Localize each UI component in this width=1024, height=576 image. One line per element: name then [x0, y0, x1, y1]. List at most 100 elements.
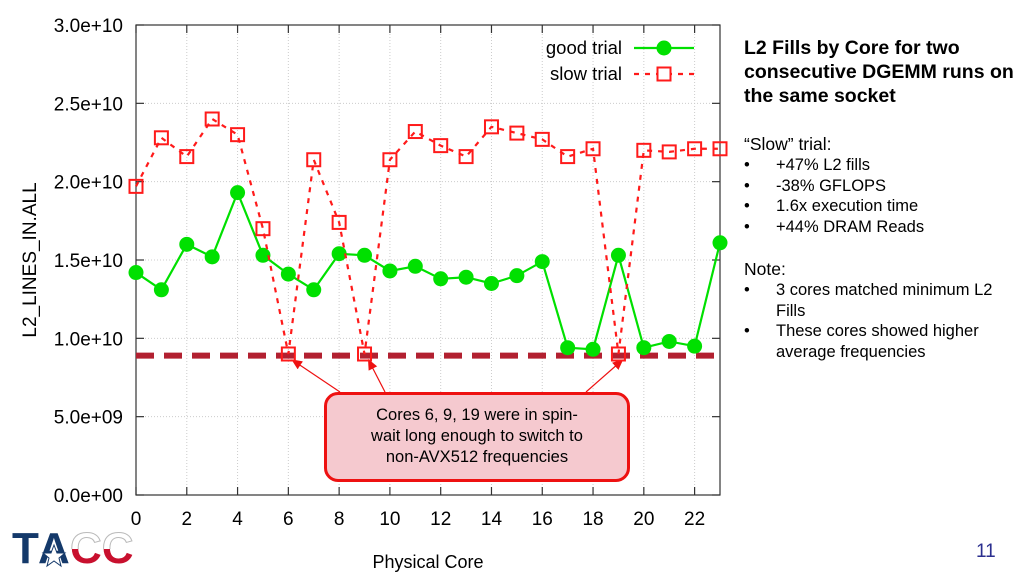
svg-text:CC: CC	[70, 525, 134, 569]
svg-text:CC: CC	[70, 525, 134, 569]
y-tick-label: 2.5e+10	[54, 94, 123, 115]
data-point-slow-trial	[179, 149, 195, 165]
note-heading: Note:	[744, 259, 786, 279]
data-point-slow-trial	[661, 144, 677, 160]
data-point-slow-trial	[153, 130, 169, 146]
annotation-line-2: wait long enough to switch to	[371, 427, 583, 445]
legend-label: slow trial	[550, 63, 622, 84]
legend-marker	[656, 40, 672, 56]
legend-marker	[656, 66, 672, 82]
data-point-slow-trial	[483, 119, 499, 135]
list-item: • -38% GFLOPS	[744, 176, 887, 195]
data-point-good-trial	[509, 268, 525, 284]
chart: 0 2 4 6 8 10 12 14 16 18 20 22 0.0e+00 5.0e+09 1.0e+10…	[20, 16, 728, 572]
data-point-good-trial	[179, 236, 195, 252]
x-tick-label: 22	[684, 509, 705, 530]
data-point-good-trial	[331, 246, 347, 262]
x-tick-label: 18	[582, 509, 603, 530]
side-panel: L2 Fills by Core for two consecutive DGE…	[744, 36, 1014, 362]
data-point-good-trial	[712, 235, 728, 251]
data-point-good-trial	[433, 271, 449, 287]
legend-label: good trial	[546, 37, 622, 58]
y-tick-label: 2.0e+10	[54, 173, 123, 194]
logo-a-star: A	[38, 525, 70, 569]
data-point-slow-trial	[534, 131, 550, 147]
data-point-good-trial	[560, 340, 576, 356]
data-point-slow-trial	[433, 138, 449, 154]
bullet-icon: •	[744, 281, 750, 299]
axes: 0 2 4 6 8 10 12 14 16 18 20 22 0.0e+00 5.0e+09 1.0e+10…	[54, 16, 721, 530]
list-item: • +47% L2 fills	[744, 156, 871, 174]
annotation-line-3: non-AVX512 frequencies	[385, 448, 569, 466]
data-point-good-trial	[280, 266, 296, 282]
series-line-good-trial	[135, 189, 722, 351]
bullet-icon: •	[744, 156, 750, 174]
y-tick-label: 3.0e+10	[54, 16, 123, 37]
note-list: • 3 cores matched minimum L2 Fills • These…	[744, 280, 1014, 362]
list-item: • 3 cores matched minimum L2 Fills	[744, 281, 993, 320]
x-tick-label: 20	[633, 509, 654, 530]
data-point-good-trial	[306, 282, 322, 298]
tacc-logo: T A CC CC	[12, 525, 134, 569]
data-point-good-trial	[407, 258, 423, 274]
y-tick-label: 1.0e+10	[54, 329, 123, 350]
annotation-arrow	[291, 359, 341, 393]
data-point-slow-trial	[687, 141, 703, 157]
data-point-slow-trial	[382, 152, 398, 168]
x-tick-label: 14	[481, 509, 503, 530]
data-point-good-trial	[458, 269, 474, 285]
data-point-good-trial	[534, 254, 550, 270]
data-point-slow-trial	[560, 149, 576, 165]
data-point-slow-trial	[712, 141, 728, 157]
data-point-slow-trial	[357, 346, 373, 362]
annotation-arrow	[585, 359, 624, 393]
data-point-good-trial	[255, 247, 271, 263]
slow-trial-heading: “Slow” trial:	[744, 134, 832, 154]
x-tick-label: 8	[334, 509, 345, 530]
bullet-icon: •	[744, 217, 750, 236]
data-point-slow-trial	[509, 125, 525, 141]
data-point-slow-trial	[128, 178, 144, 194]
data-point-slow-trial	[458, 149, 474, 165]
data-point-slow-trial	[280, 346, 296, 362]
annotation-arrows	[291, 358, 624, 393]
annotation-callout: Cores 6, 9, 19 were in spin- wait long e…	[324, 392, 630, 482]
data-point-good-trial	[687, 338, 703, 354]
series-group	[128, 111, 728, 362]
data-point-slow-trial	[636, 142, 652, 158]
data-point-good-trial	[357, 247, 373, 263]
x-tick-label: 12	[430, 509, 451, 530]
bullet-icon: •	[744, 176, 750, 195]
x-tick-label: 2	[181, 509, 192, 530]
y-tick-label: 1.5e+10	[54, 251, 123, 272]
data-point-good-trial	[230, 185, 246, 201]
data-point-good-trial	[128, 265, 144, 281]
y-tick-label: 5.0e+09	[54, 408, 123, 429]
x-tick-label: 0	[131, 509, 142, 530]
data-point-slow-trial	[610, 346, 626, 362]
bullet-icon: •	[744, 197, 750, 215]
slide-title: L2 Fills by Core for two consecutive DGE…	[744, 37, 1014, 107]
data-point-good-trial	[636, 340, 652, 356]
data-point-slow-trial	[331, 214, 347, 230]
data-point-good-trial	[585, 341, 601, 357]
data-point-good-trial	[610, 247, 626, 263]
x-tick-label: 4	[232, 509, 243, 530]
annotation-arrow	[367, 358, 386, 393]
annotation-line-1: Cores 6, 9, 19 were in spin-	[376, 406, 578, 424]
data-point-slow-trial	[204, 111, 220, 127]
x-axis-label: Physical Core	[372, 552, 483, 572]
list-item: • These cores showed higher average frequ…	[744, 322, 979, 361]
legend: good trial slow trial	[546, 37, 694, 84]
data-point-good-trial	[153, 282, 169, 298]
page-number: 11	[976, 541, 996, 562]
bullet-icon: •	[744, 322, 750, 340]
list-item: • +44% DRAM Reads	[744, 217, 925, 236]
series-line-slow-trial	[135, 117, 720, 355]
x-tick-label: 10	[379, 509, 400, 530]
data-point-good-trial	[483, 276, 499, 291]
data-point-slow-trial	[230, 127, 246, 143]
logo-text-ta: T	[12, 525, 39, 569]
x-tick-label: 16	[532, 509, 553, 530]
data-point-slow-trial	[407, 124, 423, 140]
